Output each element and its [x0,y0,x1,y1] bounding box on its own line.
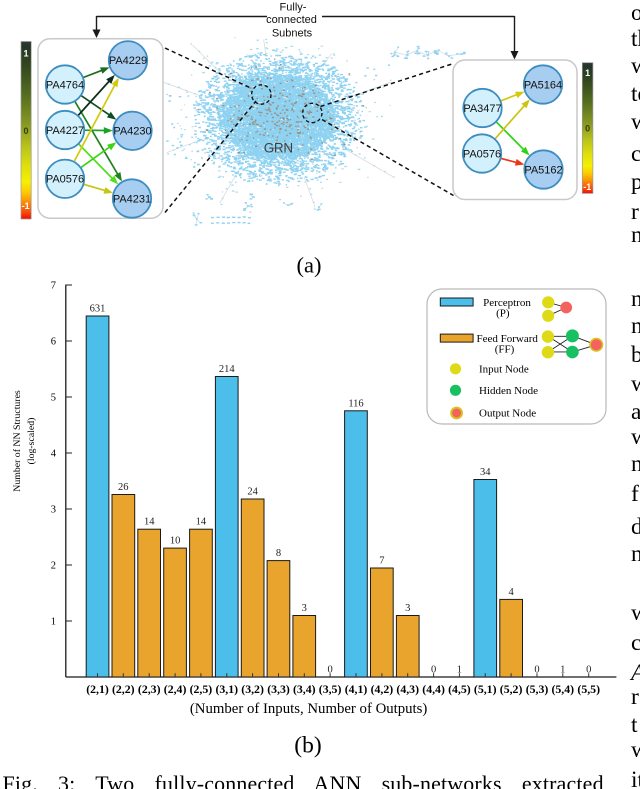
svg-text:14: 14 [196,517,207,528]
svg-text:0: 0 [586,665,591,676]
svg-text:Fully-: Fully- [280,2,307,14]
svg-text:PA4231: PA4231 [113,193,151,205]
svg-text:(2,3): (2,3) [138,682,161,696]
svg-text:PA4229: PA4229 [109,55,147,67]
svg-text:(4,4): (4,4) [422,682,445,696]
svg-text:(5,2): (5,2) [500,682,523,696]
svg-text:connected: connected [266,14,317,26]
svg-text:2: 2 [51,561,56,572]
svg-text:7: 7 [51,281,56,292]
svg-text:6: 6 [51,337,56,348]
svg-text:Hidden Node: Hidden Node [479,385,538,397]
svg-text:(4,3): (4,3) [396,682,419,696]
svg-text:(2,1): (2,1) [86,682,109,696]
svg-text:(3,3): (3,3) [267,682,290,696]
svg-text:214: 214 [219,364,236,375]
svg-text:8: 8 [276,548,281,559]
svg-text:(4,1): (4,1) [345,682,368,696]
svg-text:Number of NN Structures: Number of NN Structures [12,390,23,492]
svg-text:PA4764: PA4764 [46,79,84,91]
svg-text:0: 0 [585,124,590,134]
svg-text:3: 3 [405,603,410,614]
svg-text:1: 1 [585,68,590,78]
svg-text:(3,4): (3,4) [293,682,316,696]
svg-text:PA3477: PA3477 [463,103,501,115]
svg-text:PA4230: PA4230 [113,126,151,138]
svg-text:0: 0 [327,665,332,676]
svg-text:10: 10 [170,536,181,547]
svg-text:116: 116 [348,398,363,409]
svg-text:(b): (b) [294,733,321,759]
svg-text:4: 4 [51,449,57,460]
svg-text:24: 24 [247,487,258,498]
svg-text:(FF): (FF) [495,343,515,355]
svg-text:(5,5): (5,5) [577,682,600,696]
svg-text:(4,5): (4,5) [448,682,471,696]
svg-text:PA0576: PA0576 [46,174,84,186]
svg-text:(log-scaled): (log-scaled) [26,418,37,465]
svg-text:PA5162: PA5162 [524,164,562,176]
svg-text:(2,4): (2,4) [164,682,187,696]
svg-text:0: 0 [534,665,539,676]
svg-text:1: 1 [23,49,28,59]
svg-text:1: 1 [51,617,56,628]
svg-text:(4,2): (4,2) [371,682,394,696]
svg-text:(2,2): (2,2) [112,682,135,696]
svg-text:(3,2): (3,2) [241,682,264,696]
svg-text:34: 34 [480,467,491,478]
svg-text:7: 7 [379,556,384,567]
svg-text:Output Node: Output Node [479,408,536,420]
svg-text:4: 4 [508,587,514,598]
svg-text:3: 3 [51,505,56,516]
svg-text:Input Node: Input Node [479,364,529,376]
svg-text:3: 3 [302,603,307,614]
svg-text:14: 14 [144,517,155,528]
svg-text:-1: -1 [22,201,30,211]
svg-text:(3,5): (3,5) [319,682,342,696]
svg-text:PA5164: PA5164 [524,79,562,91]
svg-text:GRN: GRN [264,140,293,155]
svg-text:(5,3): (5,3) [526,682,549,696]
svg-text:Subnets: Subnets [272,28,313,40]
svg-text:(a): (a) [297,253,322,278]
svg-text:1: 1 [457,665,462,676]
svg-text:(2,5): (2,5) [190,682,213,696]
svg-text:5: 5 [51,393,56,404]
svg-text:(5,4): (5,4) [551,682,574,696]
svg-text:631: 631 [90,304,106,315]
svg-text:-1: -1 [583,182,591,192]
svg-text:0: 0 [23,126,28,136]
svg-text:0: 0 [431,665,436,676]
svg-text:(3,1): (3,1) [215,682,238,696]
svg-text:1: 1 [560,665,565,676]
svg-text:PA4227: PA4227 [46,125,84,137]
svg-text:(Number of Inputs, Number of O: (Number of Inputs, Number of Outputs) [190,701,428,717]
svg-text:PA0576: PA0576 [463,148,501,160]
svg-text:Perceptron: Perceptron [483,297,531,309]
svg-text:26: 26 [118,482,129,493]
svg-text:Feed Forward: Feed Forward [476,333,538,345]
svg-text:(5,1): (5,1) [474,682,497,696]
svg-text:(P): (P) [496,307,510,319]
